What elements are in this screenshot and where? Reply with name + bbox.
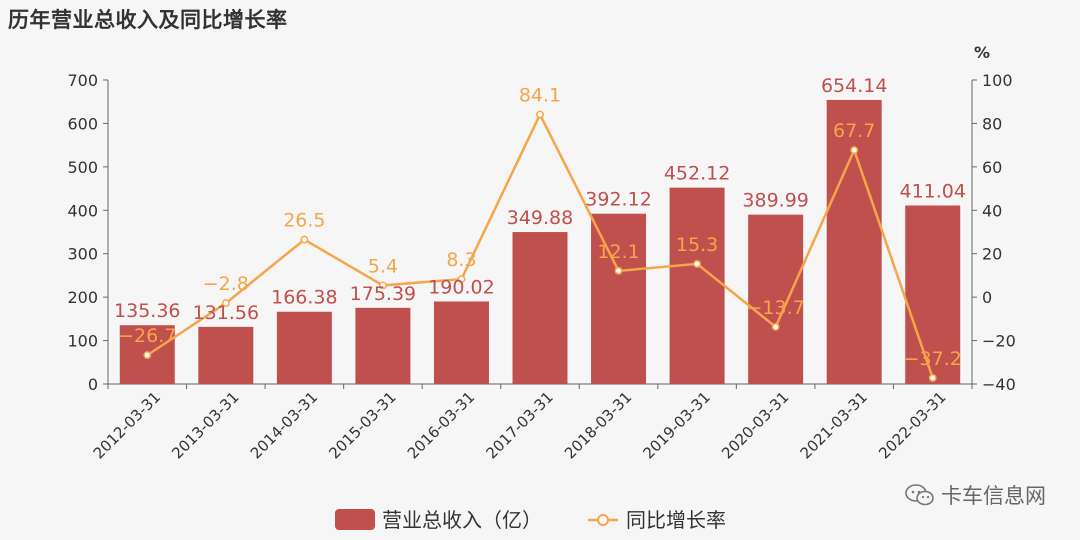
growth-point	[378, 281, 387, 290]
bar	[591, 213, 647, 384]
y-right-tick-label: 80	[982, 114, 1002, 133]
growth-value-label: 5.4	[368, 255, 398, 277]
growth-value-label: −13.7	[747, 297, 805, 319]
x-tick-label: 2012-03-31	[90, 388, 164, 462]
growth-value-label: −26.7	[118, 325, 176, 347]
x-tick-label: 2022-03-31	[875, 388, 949, 462]
growth-value-label: −2.8	[203, 273, 249, 295]
bar	[433, 301, 489, 384]
legend-swatch-marker	[597, 514, 609, 526]
bar	[669, 187, 725, 384]
watermark-text: 卡车信息网	[941, 484, 1046, 508]
bar	[748, 214, 804, 384]
legend-swatch-bar	[335, 509, 375, 530]
y-right-tick-label: 40	[982, 201, 1002, 220]
bar-value-label: 131.56	[193, 302, 259, 324]
x-tick-label: 2021-03-31	[797, 388, 871, 462]
growth-value-label: 12.1	[597, 241, 639, 263]
bar-value-label: 654.14	[821, 75, 887, 97]
bar-value-label: 389.99	[742, 190, 808, 212]
bar-value-label: 175.39	[350, 283, 416, 305]
bar-value-label: 166.38	[271, 287, 337, 309]
y-right-tick-label: 0	[982, 288, 992, 307]
bar-value-label: 190.02	[428, 276, 494, 298]
y-right-unit: %	[974, 43, 990, 62]
y-left-tick-label: 400	[67, 201, 98, 220]
growth-point	[143, 351, 152, 360]
y-left-tick-label: 700	[67, 71, 98, 90]
bar	[276, 311, 332, 384]
bar-value-label: 392.12	[585, 189, 651, 211]
growth-value-label: 8.3	[446, 249, 476, 271]
legend-label-bar: 营业总收入（亿）	[382, 508, 542, 532]
x-tick-label: 2014-03-31	[247, 388, 321, 462]
growth-point	[614, 266, 623, 275]
chart-title: 历年营业总收入及同比增长率	[8, 8, 288, 32]
y-right-tick-label: 100	[982, 71, 1013, 90]
watermark: 卡车信息网	[905, 480, 1046, 510]
y-left-tick-label: 0	[88, 375, 98, 394]
bar	[512, 232, 568, 384]
bar-value-label: 411.04	[899, 180, 965, 202]
growth-point	[850, 146, 859, 155]
bar	[198, 326, 254, 384]
growth-point	[457, 275, 466, 284]
x-tick-label: 2020-03-31	[718, 388, 792, 462]
y-right-tick-label: −40	[982, 375, 1016, 394]
bar	[355, 307, 411, 384]
bar	[905, 205, 961, 384]
wechat-icon	[905, 484, 935, 506]
legend-label-line: 同比增长率	[626, 508, 726, 532]
growth-value-label: 84.1	[519, 85, 561, 107]
growth-value-label: 15.3	[676, 234, 718, 256]
growth-point	[536, 110, 544, 119]
growth-point	[928, 373, 937, 382]
x-tick-label: 2016-03-31	[404, 388, 478, 462]
bar-value-label: 452.12	[664, 163, 730, 185]
y-left-tick-label: 200	[67, 288, 98, 307]
x-tick-label: 2017-03-31	[482, 388, 556, 462]
growth-value-label: −37.2	[904, 348, 962, 370]
growth-point	[771, 322, 780, 331]
y-left-tick-label: 300	[67, 245, 98, 264]
growth-value-label: 26.5	[283, 210, 325, 232]
growth-point	[221, 299, 230, 308]
y-right-tick-label: 20	[982, 245, 1002, 264]
y-right-tick-label: 60	[982, 158, 1002, 177]
growth-value-label: 67.7	[833, 120, 875, 142]
y-right-tick-label: −20	[982, 332, 1016, 351]
x-tick-label: 2019-03-31	[640, 388, 714, 462]
x-tick-label: 2018-03-31	[561, 388, 635, 462]
y-left-tick-label: 500	[67, 158, 98, 177]
bar-value-label: 135.36	[114, 300, 180, 322]
bar	[826, 99, 882, 384]
x-tick-label: 2013-03-31	[168, 388, 242, 462]
y-left-tick-label: 100	[67, 332, 98, 351]
bar-value-label: 349.88	[507, 207, 573, 229]
x-tick-label: 2015-03-31	[325, 388, 399, 462]
growth-point	[300, 235, 309, 244]
growth-point	[693, 259, 702, 268]
y-left-tick-label: 600	[67, 114, 98, 133]
